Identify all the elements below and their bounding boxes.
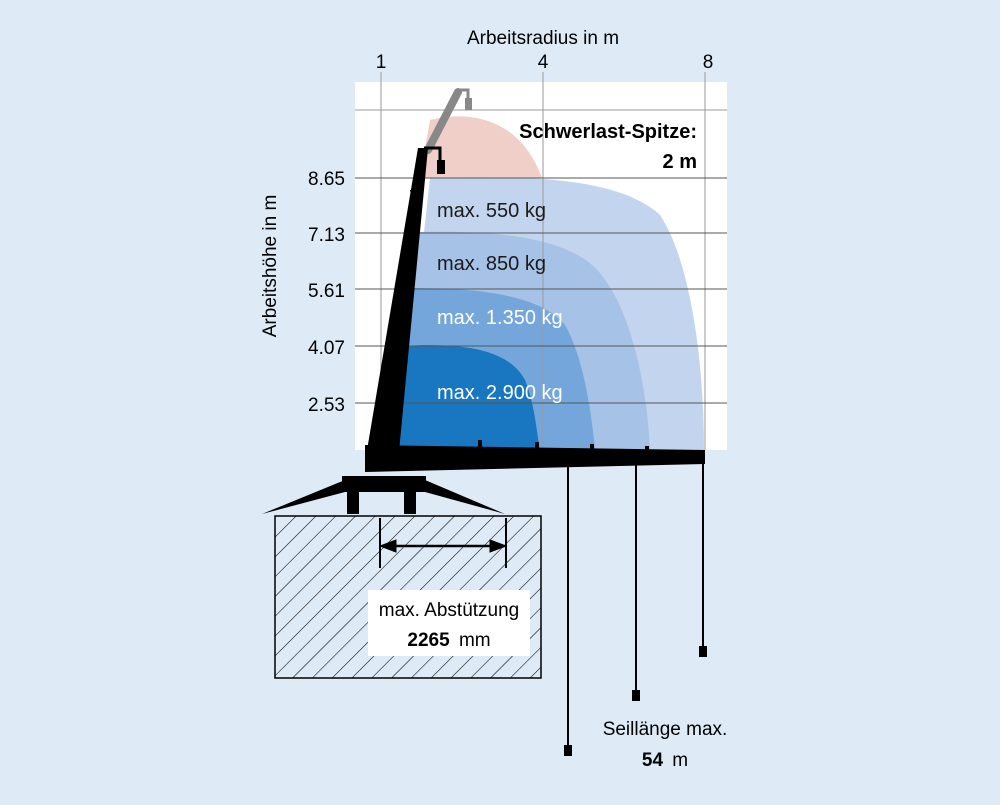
outrigger-value: 2265: [407, 630, 450, 651]
x-axis-label: Arbeitsradius in m: [467, 28, 619, 49]
label-2900kg: max. 2.900 kg: [437, 382, 563, 404]
zone-2900kg: [396, 345, 540, 450]
rope-hooks: [567, 462, 704, 748]
rope-value: 54: [642, 750, 664, 771]
label-850kg: max. 850 kg: [437, 253, 546, 275]
outrigger-unit: mm: [459, 630, 491, 651]
y-tick-865: 8.65: [308, 169, 345, 190]
x-tick-1: 1: [376, 52, 387, 73]
rope-value-line: 54 m: [642, 750, 688, 771]
rope-unit: m: [672, 750, 688, 771]
ground-border: [274, 515, 542, 679]
outrigger-label-box: [368, 590, 530, 656]
hook-icon: [564, 745, 572, 756]
zone-jib: [420, 116, 542, 178]
y-tick-253: 2.53: [308, 395, 345, 416]
rope-label: Seillänge max.: [603, 719, 728, 740]
crane-boom-horizontal-icon: [365, 440, 705, 472]
outrigger-value-line: 2265 mm: [407, 630, 490, 651]
y-axis-label: Arbeitshöhe in m: [260, 195, 281, 338]
y-tick-561: 5.61: [308, 281, 345, 302]
y-tick-407: 4.07: [308, 338, 345, 359]
crane-boom-vertical-icon: [365, 146, 445, 462]
y-tick-713: 7.13: [308, 225, 345, 246]
jib-value: 2 m: [663, 151, 697, 173]
jib-title: Schwerlast-Spitze:: [519, 121, 697, 143]
x-tick-4: 4: [538, 52, 549, 73]
hook-icon: [699, 646, 707, 657]
outrigger-dimension: [378, 518, 508, 568]
crane-base-icon: [262, 476, 505, 514]
label-550kg: max. 550 kg: [437, 200, 546, 222]
jib-extension-icon: [424, 88, 472, 154]
hook-icon: [632, 690, 640, 701]
x-tick-8: 8: [703, 52, 714, 73]
label-1350kg: max. 1.350 kg: [437, 307, 563, 329]
outrigger-label: max. Abstützung: [379, 600, 519, 621]
